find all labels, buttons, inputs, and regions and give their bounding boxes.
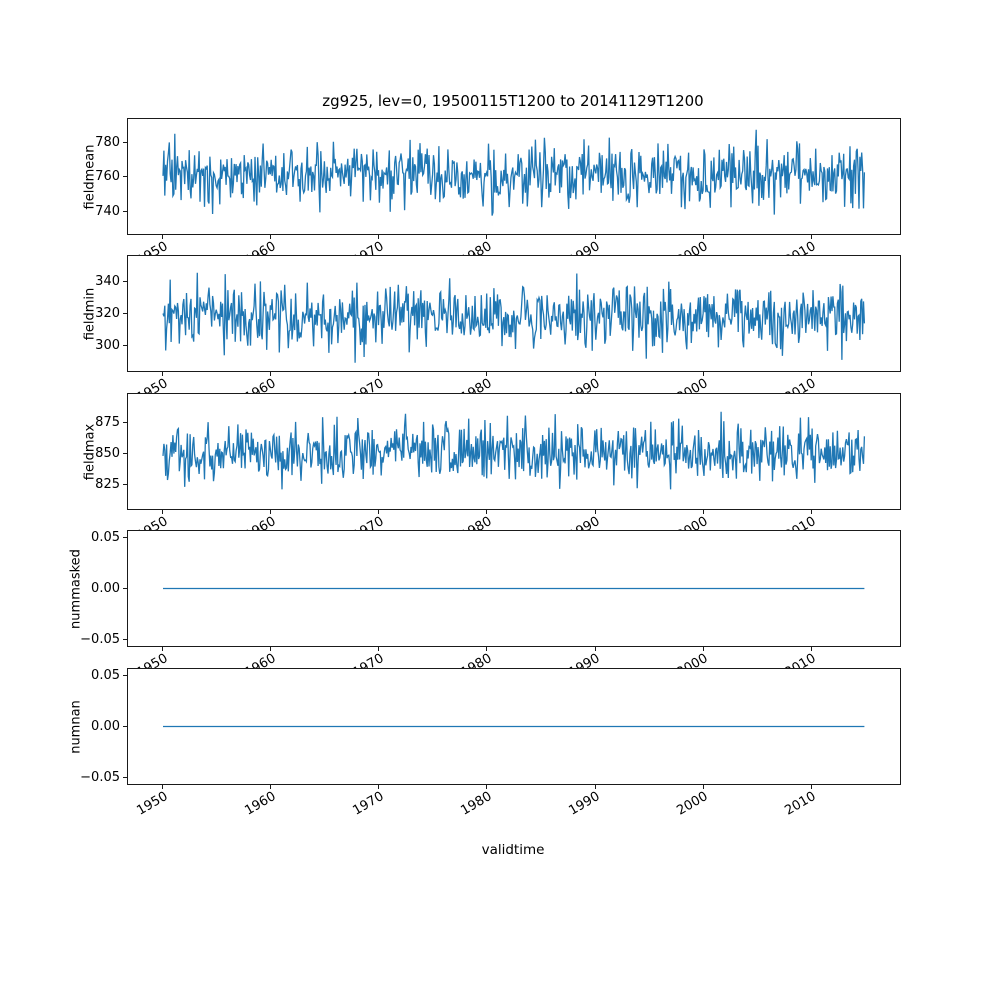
data-line	[162, 411, 866, 490]
y-tick-label: 0.00	[91, 719, 120, 734]
x-tick-mark	[162, 647, 164, 651]
x-tick-mark	[378, 510, 380, 514]
y-tick-label: −0.05	[80, 631, 120, 647]
plot-area-nummasked	[163, 587, 865, 590]
x-tick-mark	[486, 372, 488, 376]
x-tick-mark	[378, 372, 380, 376]
x-tick-mark	[486, 785, 488, 789]
x-tick-label: 1990	[566, 789, 603, 819]
y-tick-label: 300	[95, 338, 120, 354]
y-tick-mark	[123, 176, 127, 178]
x-tick-mark	[594, 785, 596, 789]
x-tick-mark	[810, 647, 812, 651]
y-tick-label: 825	[95, 477, 120, 493]
data-line	[162, 272, 866, 363]
x-tick-label: 1970	[350, 789, 387, 819]
x-tick-mark	[810, 785, 812, 789]
y-tick-mark	[123, 588, 127, 589]
y-tick-mark	[123, 452, 127, 454]
x-tick-label: 1950	[133, 789, 171, 819]
y-tick-mark	[123, 345, 127, 347]
x-tick-mark	[702, 372, 704, 376]
x-tick-mark	[378, 785, 380, 789]
x-tick-mark	[270, 372, 272, 376]
plot-area-fieldmean	[162, 129, 866, 216]
x-tick-mark	[270, 235, 272, 239]
x-tick-mark	[594, 372, 596, 376]
x-tick-mark	[810, 235, 812, 239]
x-tick-mark	[810, 372, 812, 376]
x-tick-mark	[162, 785, 164, 789]
y-tick-mark	[123, 484, 127, 486]
y-tick-label: 740	[95, 204, 120, 220]
subplot-fieldmax: fieldmax 825 850 875 1950 1960 1970 1980 1990 20…	[82, 393, 901, 544]
y-tick-label: 760	[95, 169, 120, 185]
x-tick-label: 2000	[674, 789, 711, 819]
y-tick-label: 320	[95, 306, 120, 321]
y-tick-label: 850	[95, 445, 120, 461]
subplot-numnan: numnan −0.05 0.00 0.05 1950 1960 1970 1980 1990…	[69, 668, 901, 819]
y-tick-mark	[123, 141, 127, 143]
figure-title: zg925, lev=0, 19500115T1200 to 20141129T…	[322, 92, 704, 110]
x-tick-mark	[486, 510, 488, 514]
y-tick-mark	[123, 280, 127, 282]
x-tick-mark	[702, 647, 704, 651]
x-tick-label: 2010	[782, 789, 819, 819]
subplot-nummasked: nummasked −0.05 0.00 0.05 1950 1960 1970 1980 1…	[69, 530, 901, 681]
y-tick-label: 0.00	[91, 581, 120, 596]
x-tick-mark	[378, 647, 380, 651]
y-tick-label: 0.05	[91, 530, 120, 546]
subplot-fieldmean: fieldmean 740 760 780 1950 1960 1970 1980 1990 2…	[82, 118, 901, 269]
x-tick-mark	[270, 510, 272, 514]
x-tick-mark	[594, 235, 596, 239]
y-tick-mark	[123, 776, 127, 778]
y-tick-mark	[123, 726, 127, 727]
x-tick-mark	[486, 235, 488, 239]
x-tick-label: 1960	[242, 789, 279, 819]
subplot-fieldmin: fieldmin 300 320 340 1950 1960 1970 1980 1990 20…	[82, 255, 901, 406]
x-tick-mark	[378, 235, 380, 239]
x-tick-mark	[594, 647, 596, 651]
x-tick-mark	[702, 785, 704, 789]
x-tick-mark	[162, 372, 164, 376]
y-tick-mark	[123, 537, 127, 539]
y-tick-mark	[123, 211, 127, 213]
y-tick-label: 875	[95, 414, 120, 430]
y-tick-mark	[123, 638, 127, 640]
x-tick-mark	[270, 785, 272, 789]
x-tick-label: 1980	[458, 789, 495, 819]
x-tick-mark	[702, 235, 704, 239]
x-tick-mark	[594, 510, 596, 514]
plot-area-fieldmin	[162, 272, 866, 363]
plot-area-numnan	[163, 725, 865, 728]
plot-area-fieldmax	[162, 411, 866, 490]
x-axis-label: validtime	[481, 842, 545, 858]
y-tick-mark	[123, 421, 127, 423]
x-tick-mark	[810, 510, 812, 514]
y-tick-label: 0.05	[91, 668, 120, 684]
y-tick-label: 340	[95, 273, 120, 289]
y-tick-label: 780	[95, 134, 120, 150]
x-tick-mark	[702, 510, 704, 514]
data-line	[162, 129, 866, 216]
y-tick-mark	[123, 313, 127, 314]
x-tick-mark	[270, 647, 272, 651]
x-tick-mark	[162, 510, 164, 514]
x-tick-mark	[486, 647, 488, 651]
y-tick-label: −0.05	[80, 769, 120, 785]
y-tick-mark	[123, 675, 127, 677]
x-tick-mark	[162, 235, 164, 239]
